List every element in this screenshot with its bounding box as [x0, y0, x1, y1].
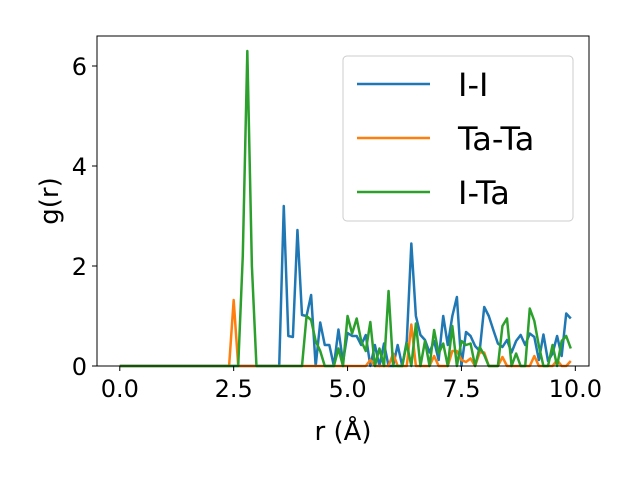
legend-box: [342, 55, 574, 222]
x-tick-label: 2.5: [215, 375, 253, 403]
series-line-i-i: [119, 204, 572, 368]
y-tick-label: 2: [72, 253, 87, 281]
y-tick-label: 6: [72, 53, 87, 81]
y-axis: 0 2 4 6: [72, 53, 97, 381]
y-tick-label: 0: [72, 353, 87, 381]
x-axis: 0.0 2.5 5.0 7.5 10.0: [101, 366, 602, 403]
legend-label-i-i: I-I: [458, 66, 488, 104]
legend-label-i-ta: I-Ta: [458, 174, 510, 212]
x-tick-label: 5.0: [328, 375, 366, 403]
x-axis-label: r (Å): [314, 415, 371, 447]
plot-area-frame: [96, 35, 590, 367]
y-tick-label: 4: [72, 153, 87, 181]
x-tick-label: 7.5: [442, 375, 480, 403]
x-tick-label: 0.0: [101, 375, 139, 403]
legend: I-I Ta-Ta I-Ta: [342, 55, 574, 222]
x-tick-label: 10.0: [549, 375, 602, 403]
y-axis-label: g(r): [35, 177, 65, 224]
legend-label-ta-ta: Ta-Ta: [457, 120, 534, 158]
